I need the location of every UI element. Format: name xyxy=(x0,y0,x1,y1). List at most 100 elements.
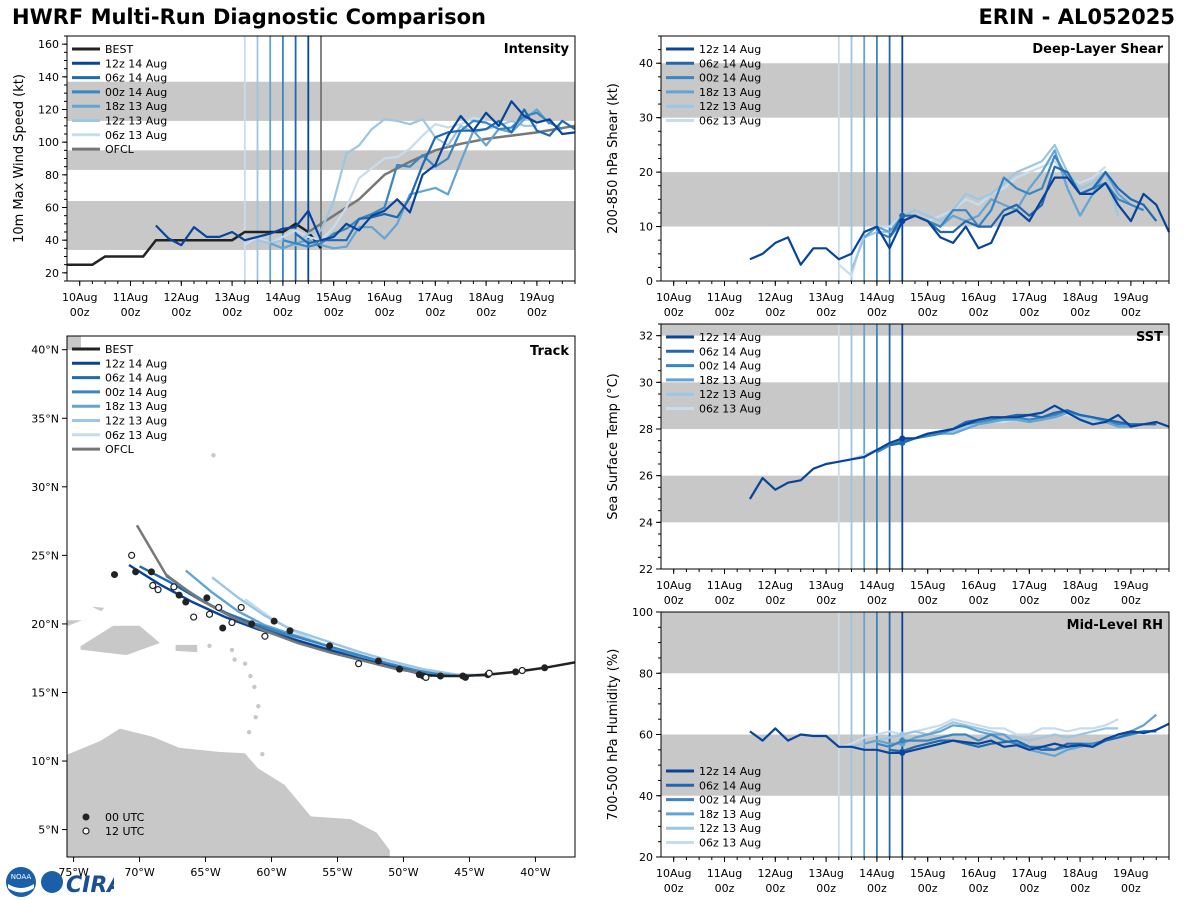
x-tick-label: 00z xyxy=(664,882,684,895)
track-marker-12z xyxy=(485,669,493,677)
series-marker xyxy=(899,440,906,446)
x-tick-label: 00z xyxy=(171,306,191,319)
x-tick-label: 70°W xyxy=(124,866,154,879)
series-marker xyxy=(899,749,906,756)
x-tick-label: 13Aug xyxy=(214,291,249,304)
y-tick-label: 160 xyxy=(38,38,59,51)
track-marker-00z xyxy=(175,591,183,599)
y-tick-label: 30°N xyxy=(31,481,59,494)
x-tick-label: 16Aug xyxy=(961,291,996,304)
x-tick-label: 00z xyxy=(918,306,938,319)
y-tick-label: 30 xyxy=(639,376,653,389)
land-small-island xyxy=(242,661,248,666)
noaa-label: NOAA xyxy=(11,873,32,881)
legend-label: 18z 13 Aug xyxy=(699,374,761,387)
y-tick-label: 40 xyxy=(45,234,59,247)
legend-marker-12z xyxy=(82,827,90,835)
land-small-island xyxy=(256,703,261,709)
y-tick-label: 25°N xyxy=(31,549,59,562)
y-tick-label: 40°N xyxy=(31,344,59,357)
series-line-12z-14-Aug xyxy=(748,404,1170,500)
y-tick-label: 30 xyxy=(639,112,653,125)
legend-label: 00z 14 Aug xyxy=(105,86,167,99)
x-tick-label: 00z xyxy=(867,306,887,319)
x-tick-label: 60°W xyxy=(256,866,286,879)
legend-label: 12z 13 Aug xyxy=(105,415,167,428)
track-marker-12z xyxy=(170,583,178,591)
x-tick-label: 14Aug xyxy=(265,291,300,304)
y-tick-label: 60 xyxy=(639,729,653,742)
y-tick-label: 26 xyxy=(639,470,653,483)
threshold-band xyxy=(661,172,1169,227)
x-tick-label: 00z xyxy=(1019,306,1039,319)
track-line-12z-13-Aug xyxy=(211,576,490,678)
x-tick-label: 18Aug xyxy=(468,291,503,304)
x-tick-label: 00z xyxy=(1121,594,1141,607)
legend-label: 06z 14 Aug xyxy=(699,345,761,358)
track-marker-12z xyxy=(149,581,157,590)
x-tick-label: 13Aug xyxy=(808,291,843,304)
x-tick-label: 15Aug xyxy=(910,867,945,880)
x-tick-label: 14Aug xyxy=(859,579,894,592)
land-south-america xyxy=(67,727,391,857)
x-tick-label: 12Aug xyxy=(164,291,199,304)
land-small-island xyxy=(246,730,252,735)
y-tick-label: 80 xyxy=(639,667,653,680)
x-tick-label: 40°W xyxy=(520,866,550,879)
series-marker xyxy=(899,435,906,442)
x-tick-label: 00z xyxy=(1019,594,1039,607)
series-line-06z-13-Aug xyxy=(838,718,1119,748)
track-marker-12z xyxy=(154,586,162,594)
legend-label: 18z 13 Aug xyxy=(105,400,167,413)
x-tick-label: 00z xyxy=(969,594,989,607)
x-tick-label: 17Aug xyxy=(1012,579,1047,592)
cira-label: CIRA xyxy=(66,873,114,898)
x-tick-label: 17Aug xyxy=(1012,867,1047,880)
x-tick-label: 00z xyxy=(969,306,989,319)
x-tick-label: 16Aug xyxy=(961,867,996,880)
track-marker-12z xyxy=(261,632,269,640)
y-tick-label: 24 xyxy=(639,516,653,529)
land-small-island xyxy=(232,657,237,662)
plot-area xyxy=(661,324,1169,569)
legend-label: BEST xyxy=(105,343,133,356)
legend-label: 12z 14 Aug xyxy=(105,57,167,70)
threshold-band xyxy=(661,63,1169,118)
track-marker-00z xyxy=(111,571,119,579)
y-tick-label: 20 xyxy=(639,851,653,864)
panel-title: Deep-Layer Shear xyxy=(1032,42,1163,57)
x-tick-label: 10Aug xyxy=(62,291,97,304)
legend-label: 12z 14 Aug xyxy=(699,765,761,778)
y-tick-label: 20 xyxy=(639,166,653,179)
y-tick-label: 140 xyxy=(38,71,59,84)
legend-label: 00z 14 Aug xyxy=(699,72,761,85)
y-tick-label: 28 xyxy=(639,423,653,436)
legend-label: 06z 13 Aug xyxy=(105,129,167,142)
land-small-island xyxy=(207,643,212,649)
panel-title: Track xyxy=(530,344,569,359)
legend-label: 06z 14 Aug xyxy=(105,372,167,385)
legend-label: 18z 13 Aug xyxy=(105,100,167,113)
x-tick-label: 00z xyxy=(816,306,836,319)
legend-label: 06z 14 Aug xyxy=(105,72,167,85)
track-marker-00z xyxy=(248,620,256,628)
x-tick-label: 00z xyxy=(476,306,496,319)
track-marker-12z xyxy=(215,603,223,612)
x-tick-label: 15Aug xyxy=(910,291,945,304)
series-line-12z-13-Aug xyxy=(851,721,1119,748)
track-panel: 75°W 70°W 65°W 60°W 55°W 50°W 45°W 40°W 5°N 10°N 1… xyxy=(31,335,576,879)
legend-label: 12z 13 Aug xyxy=(105,115,167,128)
legend-label: 12z 14 Aug xyxy=(699,43,761,56)
page-title: HWRF Multi-Run Diagnostic Comparison xyxy=(12,5,487,29)
land-small-island xyxy=(253,714,258,720)
series-line-12z-14-Aug xyxy=(749,722,1170,755)
legend-label: OFCL xyxy=(105,443,135,456)
cira-globe-icon xyxy=(41,871,63,893)
x-tick-label: 00z xyxy=(765,882,785,895)
x-tick-label: 18Aug xyxy=(1062,291,1097,304)
track-marker-00z xyxy=(374,657,382,665)
land-island xyxy=(79,624,162,656)
x-tick-label: 11Aug xyxy=(707,579,742,592)
x-tick-label: 00z xyxy=(816,594,836,607)
